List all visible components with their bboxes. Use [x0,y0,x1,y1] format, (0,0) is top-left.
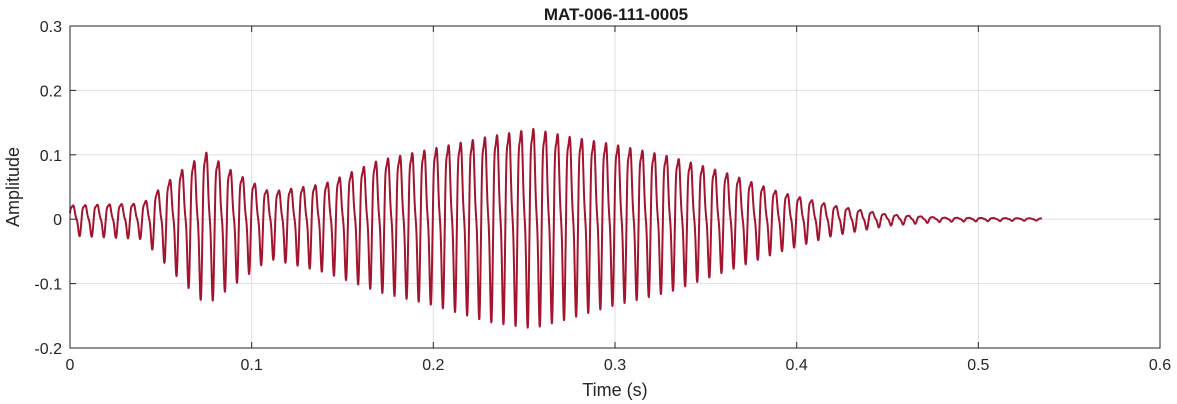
x-tick-label: 0.1 [241,357,263,374]
y-axis: -0.2 -0.1 0 0.1 0.2 0.3 [34,19,1160,358]
y-axis-label: Amplitude [3,147,23,227]
y-tick-label: -0.1 [34,277,62,294]
x-tick-label: 0.6 [1149,357,1171,374]
x-tick-label: 0.5 [967,357,989,374]
y-tick-label: 0 [53,212,62,229]
y-tick-label: 0.3 [40,19,62,36]
x-axis: 0 0.1 0.2 0.3 0.4 0.5 0.6 [66,26,1171,374]
chart-title: MAT-006-111-0005 [544,5,688,24]
x-tick-label: 0.3 [604,357,626,374]
x-axis-label: Time (s) [582,380,647,400]
x-tick-label: 0.2 [422,357,444,374]
x-tick-label: 0.4 [786,357,808,374]
y-tick-label: 0.1 [40,148,62,165]
series-line [69,127,1043,329]
y-tick-label: -0.2 [34,341,62,358]
y-tick-label: 0.2 [40,83,62,100]
x-tick-label: 0 [66,357,75,374]
